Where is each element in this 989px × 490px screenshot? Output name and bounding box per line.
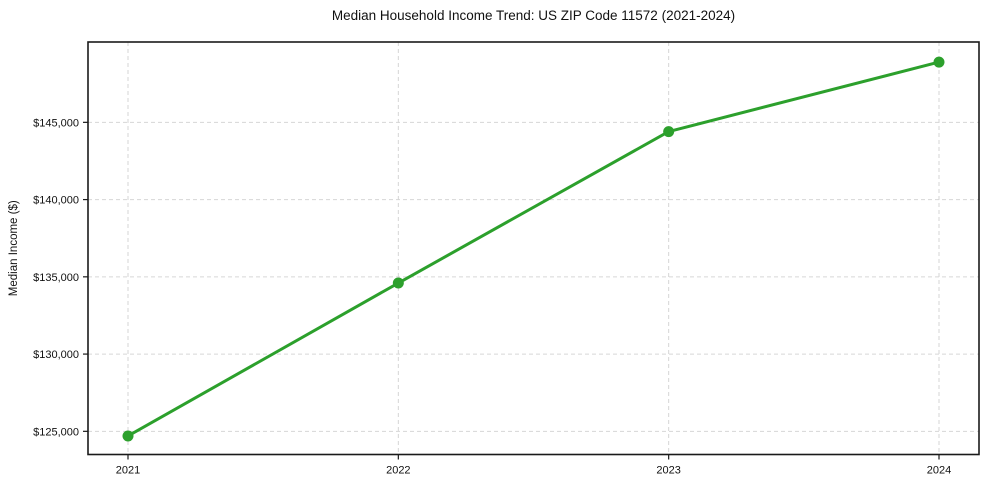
y-axis-label: Median Income ($) [8, 200, 20, 296]
plot-border [87, 41, 980, 456]
y-tick-label: $135,000 [33, 272, 79, 284]
y-tick-label: $145,000 [33, 117, 79, 129]
y-tick-label: $125,000 [33, 426, 79, 438]
x-tick-label: 2021 [116, 465, 140, 477]
x-tick-label: 2023 [656, 465, 680, 477]
trend-line [126, 60, 941, 438]
x-tick-label: 2022 [386, 465, 410, 477]
x-tick-label: 2024 [927, 465, 951, 477]
y-tick-label: $130,000 [33, 349, 79, 361]
data-point-2022 [392, 277, 404, 289]
y-tick-label: $140,000 [33, 195, 79, 207]
data-point-2021 [122, 430, 134, 442]
data-point-2024 [933, 56, 945, 68]
data-point-2023 [663, 126, 675, 138]
chart-title: Median Household Income Trend: US ZIP Co… [331, 8, 736, 23]
